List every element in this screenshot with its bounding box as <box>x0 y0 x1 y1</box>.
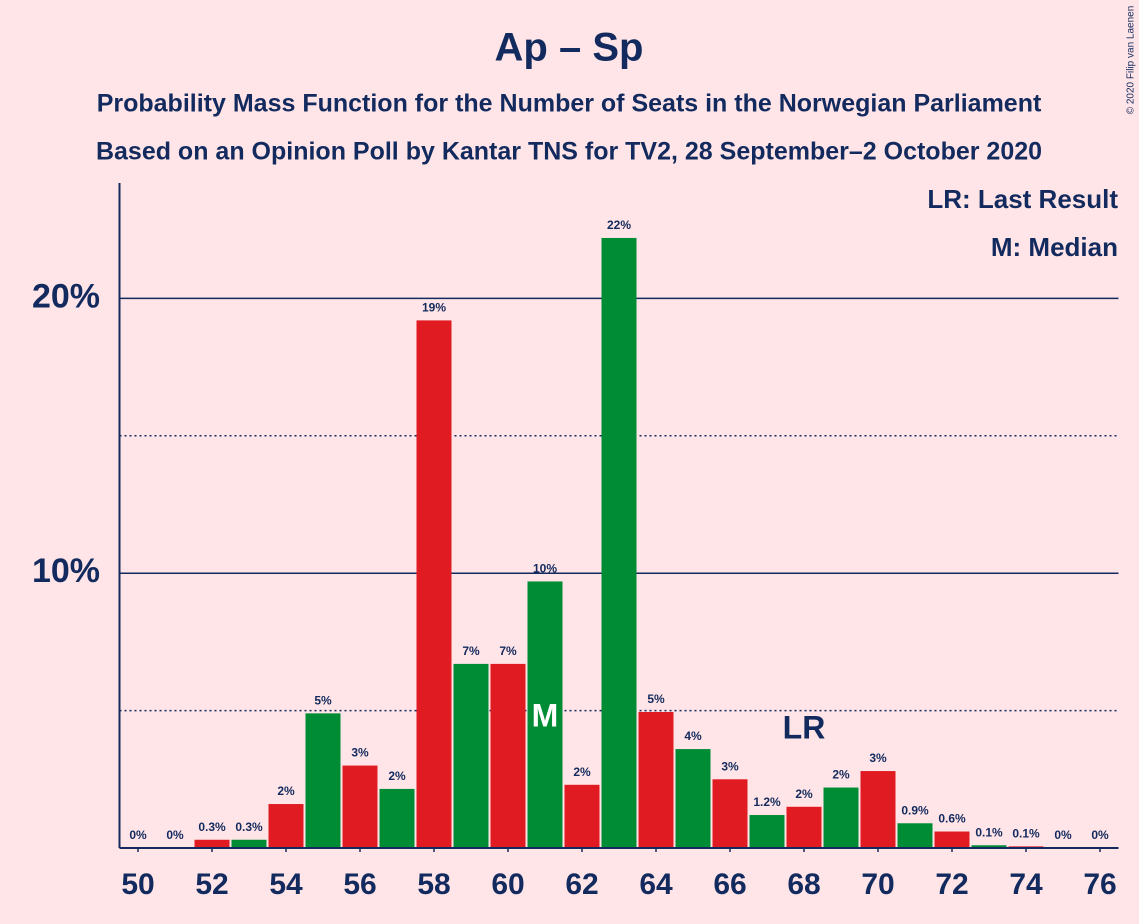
bar <box>897 823 933 848</box>
value-label: 5% <box>314 694 332 708</box>
bar <box>934 831 970 848</box>
value-label: 1.2% <box>753 795 781 809</box>
x-tick-label: 58 <box>417 868 450 901</box>
bar <box>564 784 600 848</box>
value-label: 0% <box>1091 828 1109 842</box>
bar <box>601 237 637 848</box>
value-label: 4% <box>684 729 702 743</box>
value-label: 0.6% <box>938 812 966 826</box>
value-label: 0% <box>1054 828 1072 842</box>
legend-text: LR: Last Result <box>927 184 1118 214</box>
bar <box>416 320 452 848</box>
x-tick-label: 54 <box>269 868 303 901</box>
bar <box>194 839 230 848</box>
value-label: 3% <box>869 751 887 765</box>
bar <box>490 663 526 848</box>
value-label: 2% <box>388 769 406 783</box>
value-label: 0.9% <box>901 803 929 817</box>
bar <box>342 765 378 848</box>
x-tick-label: 68 <box>787 868 820 901</box>
bar <box>823 787 859 848</box>
subtitle: Probability Mass Function for the Number… <box>97 90 1042 118</box>
bar <box>712 779 748 848</box>
value-label: 22% <box>607 218 631 232</box>
value-label: 19% <box>422 301 446 315</box>
value-label: 3% <box>721 759 739 773</box>
bar <box>231 839 267 848</box>
value-label: 0% <box>129 828 147 842</box>
bar <box>749 815 785 848</box>
x-tick-label: 64 <box>639 868 673 901</box>
bar <box>305 713 341 848</box>
value-label: 7% <box>499 644 517 658</box>
bar <box>379 788 415 848</box>
median-marker: M <box>532 697 559 733</box>
last-result-marker: LR <box>783 709 826 745</box>
x-tick-label: 50 <box>121 868 154 901</box>
chart-title: Ap – Sp <box>495 26 644 70</box>
value-label: 0.3% <box>198 820 226 834</box>
y-tick-label: 20% <box>32 277 100 315</box>
subtitle: Based on an Opinion Poll by Kantar TNS f… <box>96 138 1042 166</box>
bar <box>675 749 711 848</box>
x-tick-label: 60 <box>491 868 524 901</box>
bar <box>527 581 563 848</box>
value-label: 0.1% <box>1012 827 1040 841</box>
x-tick-label: 72 <box>935 868 968 901</box>
value-label: 7% <box>462 644 480 658</box>
bar <box>860 771 896 848</box>
value-label: 2% <box>795 787 813 801</box>
copyright: © 2020 Filip van Laenen <box>1126 6 1137 115</box>
x-tick-label: 62 <box>565 868 598 901</box>
bar <box>453 663 489 848</box>
x-tick-label: 52 <box>195 868 228 901</box>
value-label: 2% <box>277 784 295 798</box>
value-label: 2% <box>573 765 591 779</box>
bar <box>786 806 822 848</box>
bar <box>971 845 1007 848</box>
bar <box>638 711 674 848</box>
x-tick-label: 56 <box>343 868 376 901</box>
value-label: 0.1% <box>975 825 1003 839</box>
bar <box>268 804 304 848</box>
y-tick-label: 10% <box>32 552 100 590</box>
value-label: 2% <box>832 768 850 782</box>
value-label: 0.3% <box>235 820 263 834</box>
value-label: 3% <box>351 746 369 760</box>
x-tick-label: 76 <box>1083 868 1116 901</box>
x-tick-label: 66 <box>713 868 746 901</box>
value-label: 0% <box>166 828 184 842</box>
x-tick-label: 70 <box>861 868 894 901</box>
x-tick-label: 74 <box>1009 868 1043 901</box>
value-label: 10% <box>533 562 557 576</box>
legend-text: M: Median <box>991 232 1118 262</box>
value-label: 5% <box>647 692 665 706</box>
